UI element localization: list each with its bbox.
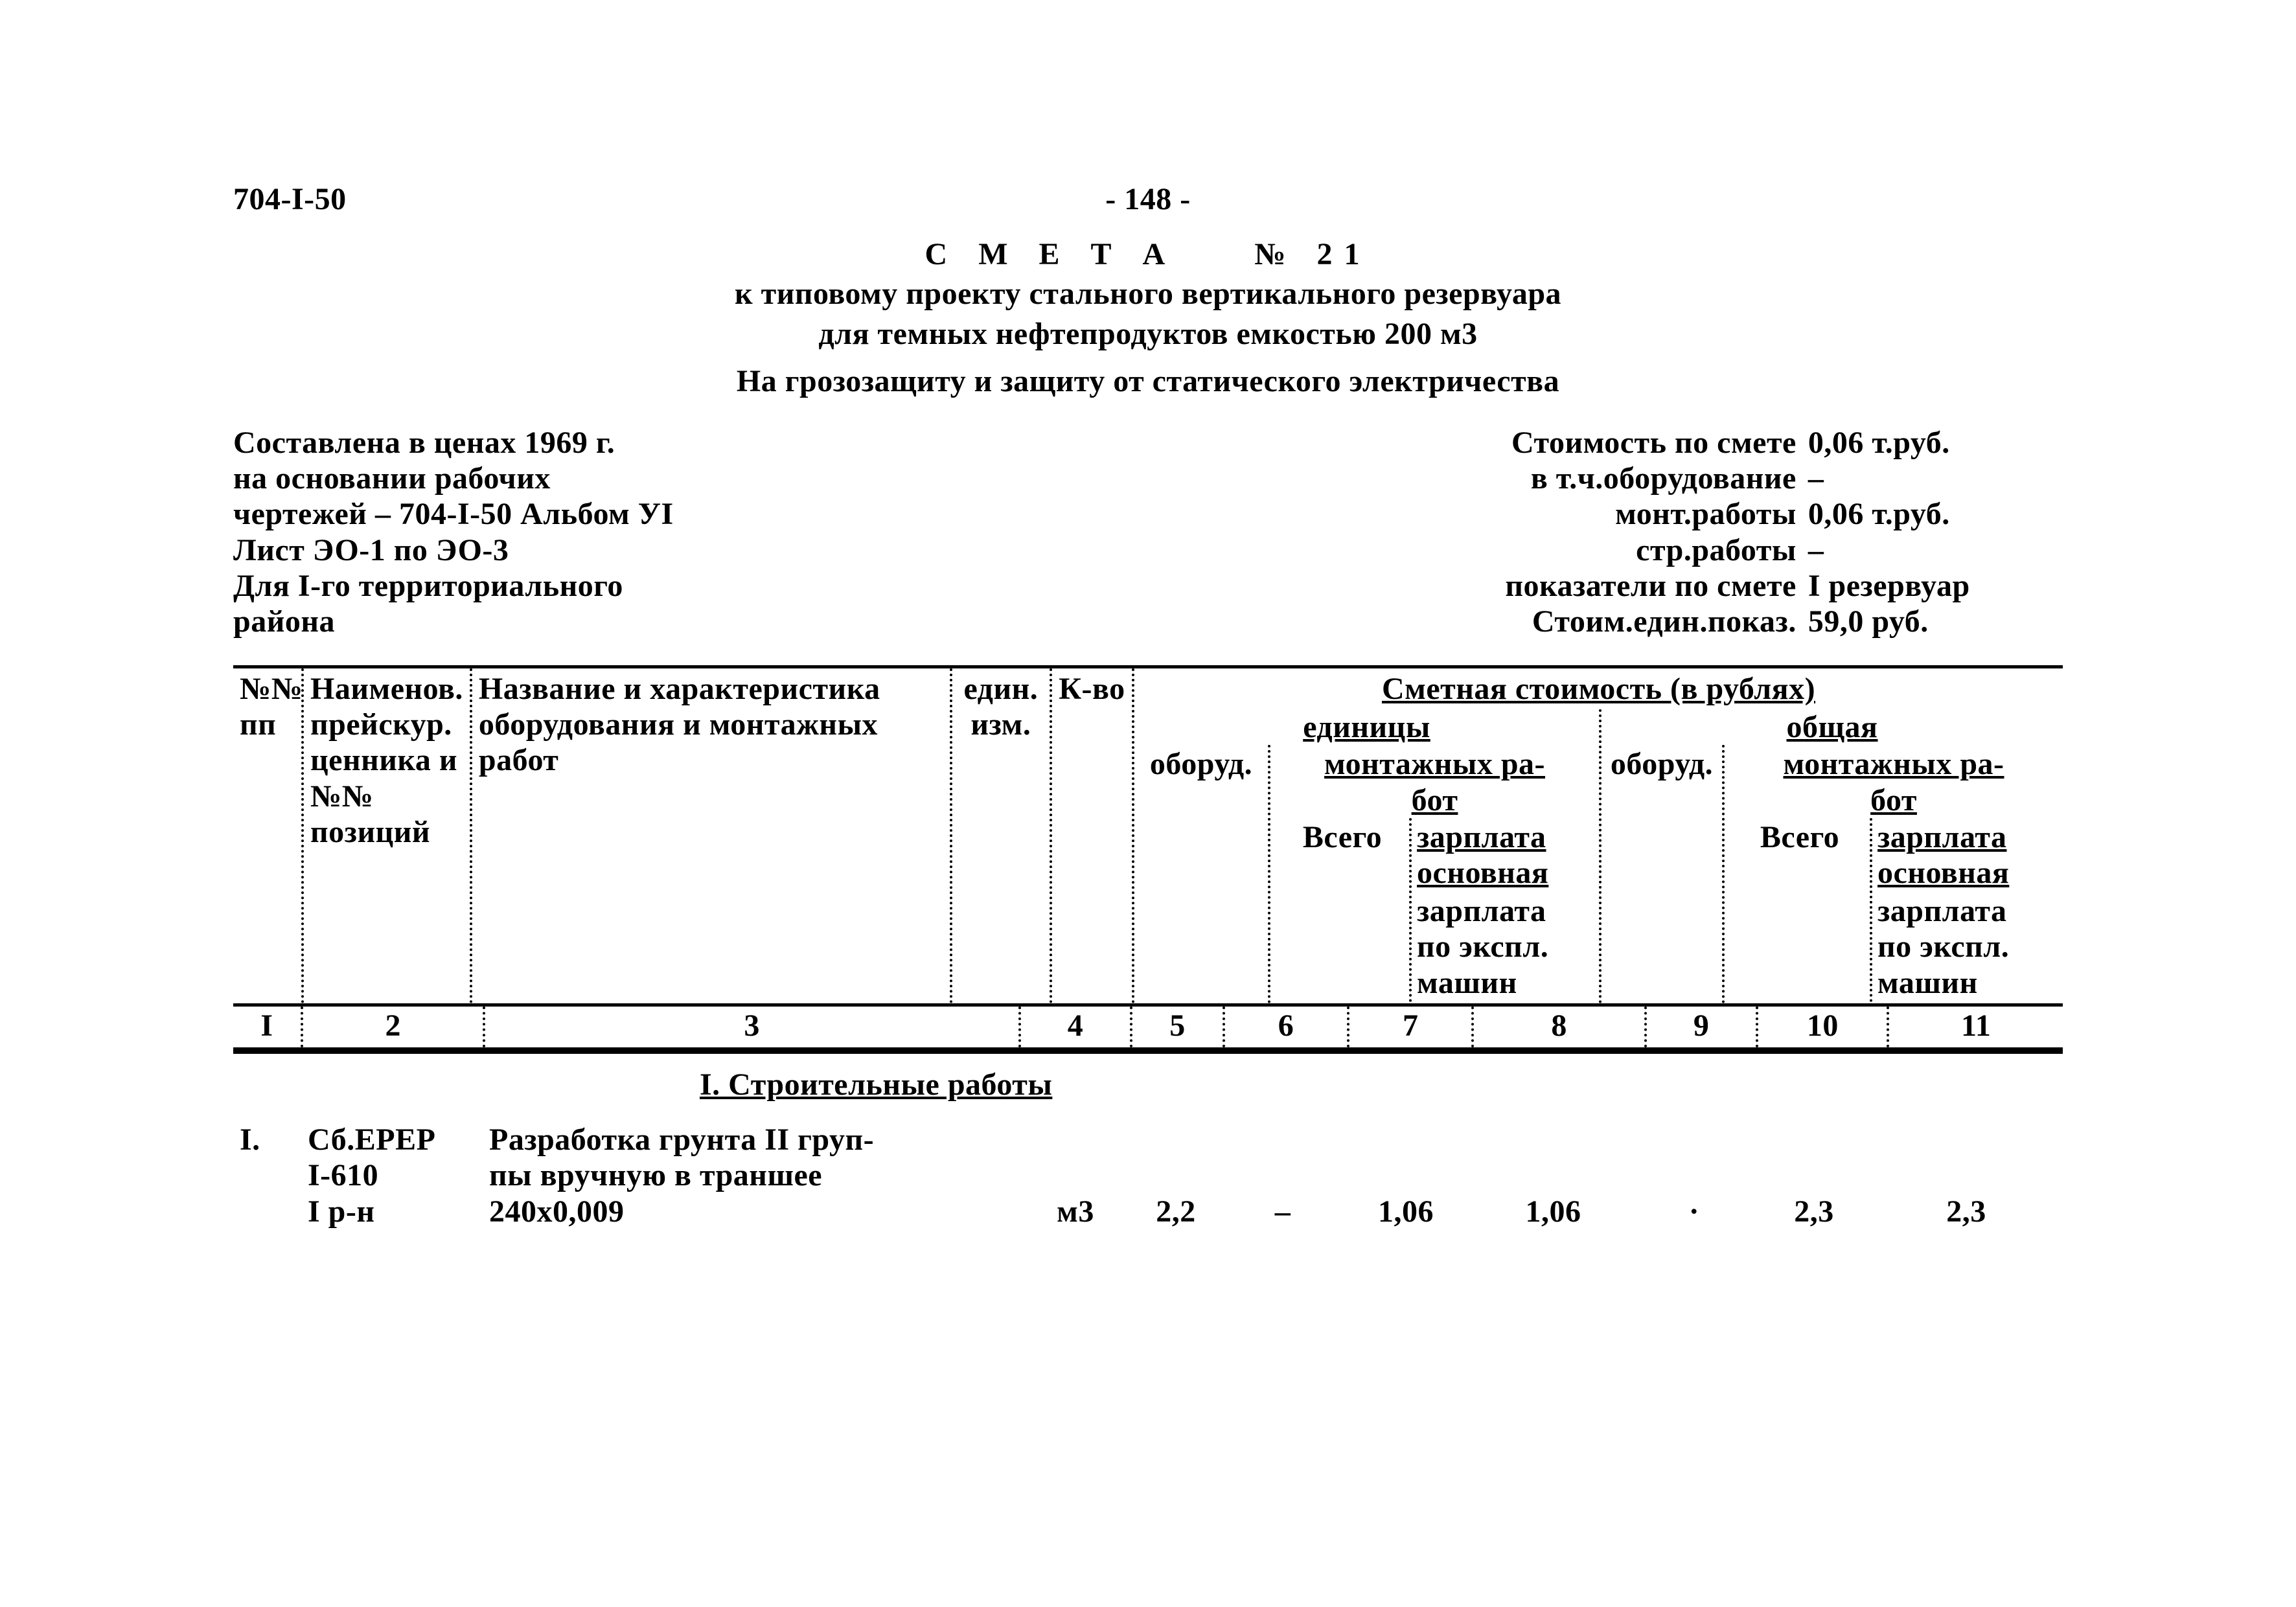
total-mont-group: монтажных ра- бот Всего зарплата основна… [1722,745,2063,1003]
subtitle-2: для темных нефтепродуктов емкостью 200 м… [233,316,2063,352]
mr-value: 59,0 руб. [1808,604,2074,639]
total-mont-title: монтажных ра- бот [1730,746,2058,817]
coln: 2 [301,1007,483,1047]
title-number: № 21 [1254,237,1371,271]
mr-label: Стоимость по смете [1112,425,1808,461]
title-word: С М Е Т А [925,237,1177,271]
coln: 10 [1756,1007,1887,1047]
mr-value: I резервуар [1808,568,2074,604]
coln: 9 [1644,1007,1756,1047]
doc-code: 704-I-50 [233,181,347,217]
row-ref: Сб.ЕРЕР I-610 I р-н [301,1122,483,1229]
row-c7: 1,06 [1344,1122,1467,1229]
col-6-header: оборуд. [1134,745,1268,1003]
document-page: 704-I-50 - 148 - 704-I-50 С М Е Т А № 21… [0,0,2296,1607]
total-group: общая оборуд. монтажных ра- бот Всего за… [1599,709,2063,1003]
mr-label: Стоим.един.показ. [1112,604,1808,639]
mr-label: монт.работы [1112,496,1808,532]
column-number-row: I 2 3 4 5 6 7 8 9 10 11 [233,1003,2063,1051]
row-n: I. [233,1122,301,1229]
table-row: I. Сб.ЕРЕР I-610 I р-н Разработка грунта… [233,1122,2063,1229]
col-7-header: Всего [1276,818,1409,1002]
col-8-header: зарплата основная зарплата по экспл. маш… [1409,818,1594,1002]
row-c8: 1,06 [1467,1122,1639,1229]
unit-mont-title: монтажных ра- бот [1276,746,1594,817]
col-11-header: зарплата основная зарплата по экспл. маш… [1870,818,2058,1002]
coln: 7 [1347,1007,1471,1047]
coln: 11 [1887,1007,2063,1047]
section-1-title: I. Строительные работы [233,1067,2063,1102]
row-desc: Разработка грунта II груп- пы вручную в … [483,1122,1020,1229]
col-2-header: Наименов. прейскур. ценника и №№ позиций [301,668,470,1003]
coln: 6 [1223,1007,1347,1047]
mr-value: – [1808,532,2074,568]
coln: 4 [1018,1007,1130,1047]
row-c9: · [1639,1122,1749,1229]
meta-left-line: района [233,604,1075,639]
mr-value: – [1808,461,2074,496]
total-title: общая [1601,709,2063,745]
meta-left-line: Для I-го территориального [233,568,1075,604]
title: С М Е Т А № 21 [233,236,2063,272]
row-qty: 2,2 [1131,1122,1221,1229]
page-number: - 148 - [1105,181,1190,217]
col-11a: зарплата основная [1877,819,2052,891]
row-c10: 2,3 [1749,1122,1879,1229]
meta-block: Составлена в ценах 1969 г. на основании … [233,425,2063,639]
unit-title: единицы [1134,709,1599,745]
col-8b: зарплата по экспл. машин [1417,893,1589,1001]
meta-left-line: Лист ЭО-1 по ЭО-3 [233,532,1075,568]
coln: 3 [483,1007,1018,1047]
coln: 8 [1471,1007,1644,1047]
row-c11: 2,3 [1879,1122,2054,1229]
col-5-header: К-во [1050,668,1132,1003]
col-11b: зарплата по экспл. машин [1877,893,2052,1001]
mr-label: стр.работы [1112,532,1808,568]
coln: I [233,1007,301,1047]
meta-left-line: чертежей – 704-I-50 Альбом УI [233,496,1075,532]
col-1-header: №№ пп [233,668,301,1003]
coln: 5 [1130,1007,1223,1047]
col-10-header: Всего [1730,818,1870,1002]
row-c6: – [1221,1122,1344,1229]
row-unit: м3 [1020,1122,1131,1229]
costs-title: Сметная стоимость (в рублях) [1134,668,2063,709]
mr-value: 0,06 т.руб. [1808,496,2074,532]
col-8a: зарплата основная [1417,819,1589,891]
unit-mont-group: монтажных ра- бот Всего зарплата основна… [1268,745,1599,1003]
mr-value: 0,06 т.руб. [1808,425,2074,461]
unit-group: единицы оборуд. монтажных ра- бот Всего … [1134,709,1599,1003]
costs-group: Сметная стоимость (в рублях) единицы обо… [1132,668,2063,1003]
meta-left: Составлена в ценах 1969 г. на основании … [233,425,1075,639]
col-9-header: оборуд. [1601,745,1722,1003]
mr-label: в т.ч.оборудование [1112,461,1808,496]
meta-left-line: на основании рабочих [233,461,1075,496]
subtitle-3: На грозозащиту и защиту от статического … [233,363,2063,399]
meta-left-line: Составлена в ценах 1969 г. [233,425,1075,461]
top-line: 704-I-50 - 148 - 704-I-50 [233,181,2063,217]
meta-right: Стоимость по смете0,06 т.руб. в т.ч.обор… [1112,425,2063,639]
subtitle-1: к типовому проекту стального вертикально… [233,276,2063,312]
col-3-header: Название и характеристика оборудования и… [470,668,950,1003]
col-4-header: един. изм. [950,668,1050,1003]
table-header: №№ пп Наименов. прейскур. ценника и №№ п… [233,665,2063,1054]
mr-label: показатели по смете [1112,568,1808,604]
